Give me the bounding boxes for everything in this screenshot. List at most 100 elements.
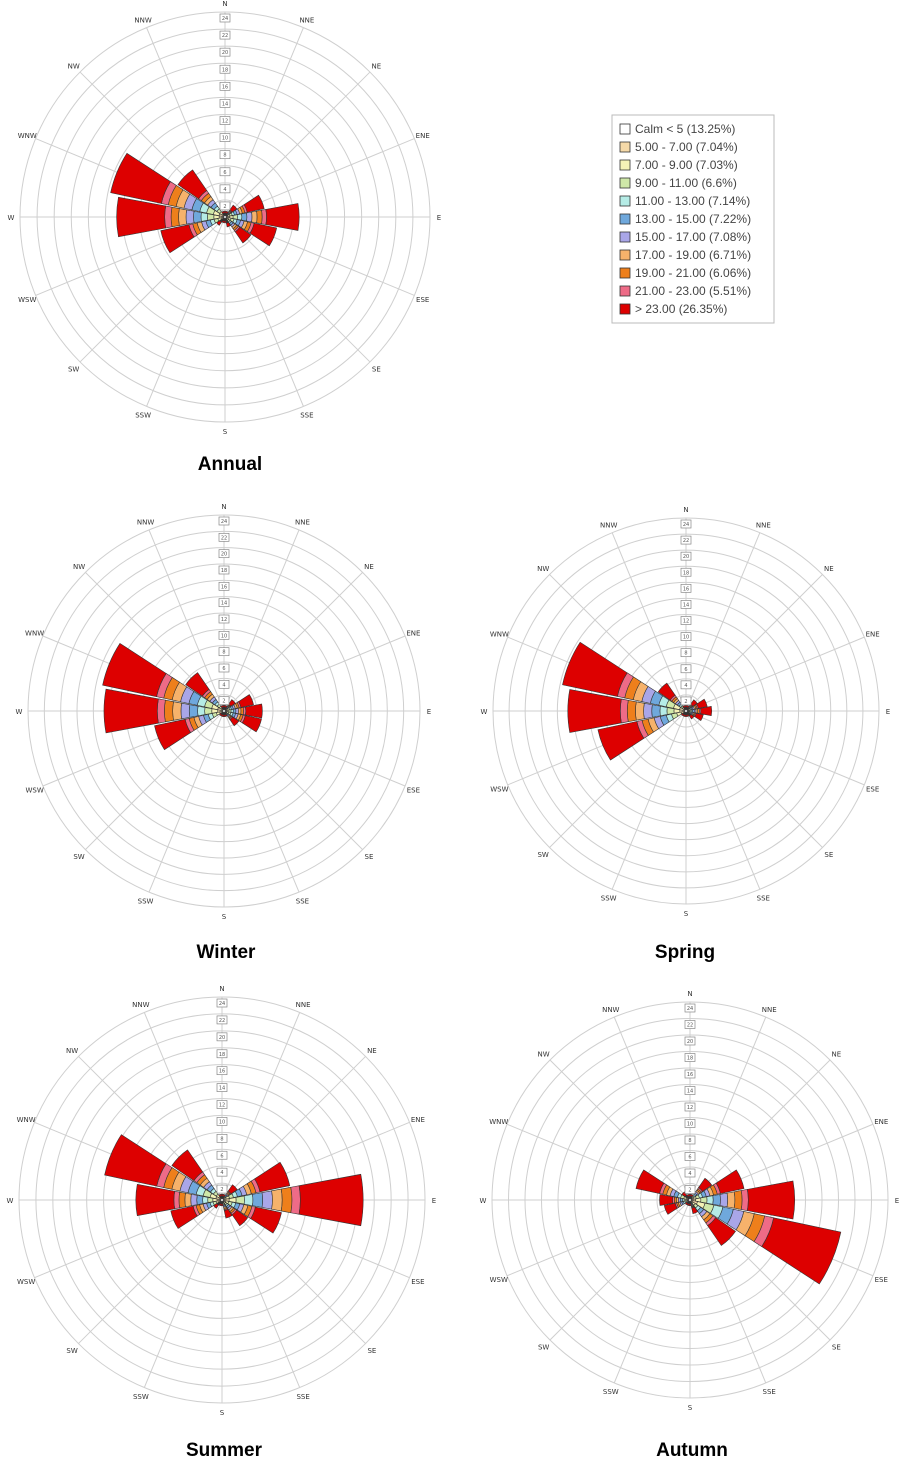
spring-spoke-ese (685, 710, 865, 786)
summer-ring-label: 18 (219, 1052, 225, 1058)
spring-spoke-ne (685, 574, 823, 712)
annual-ring-label: 16 (222, 84, 228, 90)
annual-ring-label-box (219, 184, 231, 194)
spring-spoke-ene (685, 636, 865, 712)
summer-ring-label: 14 (219, 1086, 225, 1092)
autumn-ring-label-box (684, 1020, 696, 1029)
legend-swatch (619, 195, 631, 207)
winter-direction-label-ene: ENE (406, 630, 420, 638)
spring-petal-e-band-10 (700, 705, 713, 717)
summer-petal-e-band-10 (298, 1173, 364, 1227)
rose-title-annual: Annual (198, 454, 262, 475)
autumn-direction-label-wsw: WSW (490, 1276, 508, 1284)
spring-direction-label-wnw: WNW (490, 631, 509, 639)
winter-petal-wnw-band-10 (102, 642, 167, 698)
autumn-petal-wnw-band-10 (635, 1169, 665, 1194)
spring-petal-w-band-9 (619, 698, 629, 724)
winter-ring-label: 12 (221, 617, 227, 623)
autumn-petal-e-band-8 (733, 1190, 743, 1210)
summer-direction-label-nw: NW (66, 1047, 78, 1055)
annual-petal-nnw-band-10 (221, 210, 225, 215)
autumn-petal-e-band-4 (706, 1195, 714, 1205)
windrose-spring: 24681012141618202224NNNENEENEEESESESSESS… (481, 506, 891, 918)
winter-ring-label: 10 (221, 633, 227, 639)
annual-ring-label-box (219, 150, 231, 160)
spring-petal-w-band-10 (567, 689, 622, 733)
annual-direction-label-ese: ESE (416, 296, 429, 304)
spring-ring-label-box (680, 648, 692, 658)
annual-direction-label-ssw: SSW (135, 412, 151, 420)
autumn-ring-label: 10 (687, 1122, 693, 1128)
winter-direction-label-w: W (16, 708, 23, 716)
summer-ring-label-box (216, 1083, 228, 1092)
winter-spoke-se (223, 710, 363, 850)
legend-swatch (619, 249, 631, 261)
autumn-ring-label-box (684, 1069, 696, 1079)
winter-ring-label: 18 (221, 568, 227, 574)
autumn-direction-label-sw: SW (538, 1343, 549, 1351)
annual-petal-e-band-9 (261, 209, 267, 225)
winter-ring-label-box (218, 663, 230, 673)
spring-spoke-nnw (611, 532, 687, 712)
annual-petal-ene-band-10 (243, 194, 265, 213)
winter-petal-w-band-3 (204, 707, 213, 715)
annual-petal-sse-band-10 (225, 221, 231, 228)
legend-swatch (619, 123, 631, 135)
summer-petal-w-band-4 (202, 1196, 209, 1204)
spring-spoke-sw (549, 710, 687, 848)
summer-ring-label: 8 (220, 1136, 223, 1142)
spring-ring-label: 16 (683, 586, 689, 592)
winter-direction-label-e: E (427, 708, 431, 716)
summer-petal-se-band-10 (231, 1209, 249, 1227)
spring-petal-ene-band-10 (696, 698, 708, 709)
winter-direction-label-wsw: WSW (25, 786, 43, 794)
winter-petal-w-band-6 (180, 702, 191, 720)
summer-petal-e-band-3 (235, 1195, 245, 1205)
summer-ring-label: 16 (219, 1069, 225, 1075)
winter-ring-label-box (218, 679, 230, 689)
winter-petal-ne-band-10 (228, 699, 236, 707)
summer-direction-label-w: W (7, 1197, 14, 1205)
spring-ring-label: 12 (683, 619, 689, 625)
summer-direction-label-se: SE (367, 1347, 376, 1355)
legend-label: 19.00 - 21.00 (6.06%) (635, 266, 751, 280)
autumn-petal-e-band-6 (719, 1192, 728, 1208)
spring-direction-label-w: W (481, 708, 488, 716)
spring-ring-label: 20 (683, 554, 689, 560)
spring-direction-label-ene: ENE (866, 631, 880, 639)
summer-direction-label-nnw: NNW (132, 1001, 149, 1009)
autumn-petal-ene-band-10 (715, 1169, 745, 1194)
annual-ring-label-box (219, 30, 231, 40)
legend-label: 21.00 - 23.00 (5.51%) (635, 284, 751, 298)
spring-ring-label-box (680, 567, 692, 577)
winter-petal-e-band-5 (232, 708, 237, 714)
summer-petal-ese-band-10 (250, 1206, 282, 1234)
spring-spoke-sse (685, 710, 761, 890)
spring-ring-label: 18 (683, 570, 689, 576)
legend-label: 13.00 - 15.00 (7.22%) (635, 212, 751, 226)
spring-ring-label-box (680, 632, 692, 641)
spring-ring-label-box (680, 680, 692, 690)
winter-direction-label-sse: SSE (296, 897, 309, 905)
spring-petal-w-band-7 (635, 701, 645, 721)
annual-ring-label: 8 (223, 153, 226, 159)
annual-spoke-nne (224, 27, 304, 218)
annual-petal-w-band-4 (200, 212, 209, 222)
summer-direction-label-wnw: WNW (17, 1116, 36, 1124)
winter-petal-w-band-9 (156, 698, 166, 724)
winter-ring-label-box (218, 647, 230, 657)
winter-ring-label: 24 (221, 519, 227, 525)
spring-petal-se-band-10 (688, 713, 695, 720)
summer-ring-label: 2 (220, 1187, 223, 1193)
summer-petal-nw-band-10 (171, 1149, 204, 1182)
autumn-petal-e-band-9 (740, 1189, 749, 1211)
summer-spoke-ne (221, 1056, 366, 1201)
legend-swatch (619, 141, 631, 153)
autumn-petal-w-band-10 (659, 1194, 674, 1206)
annual-ring-label-box (219, 99, 231, 108)
annual-ring-label: 24 (222, 16, 228, 22)
spring-direction-label-sw: SW (537, 851, 548, 859)
annual-petal-e-band-8 (256, 209, 263, 225)
spring-direction-label-sse: SSE (757, 895, 770, 903)
autumn-spoke-ssw (613, 1199, 691, 1384)
